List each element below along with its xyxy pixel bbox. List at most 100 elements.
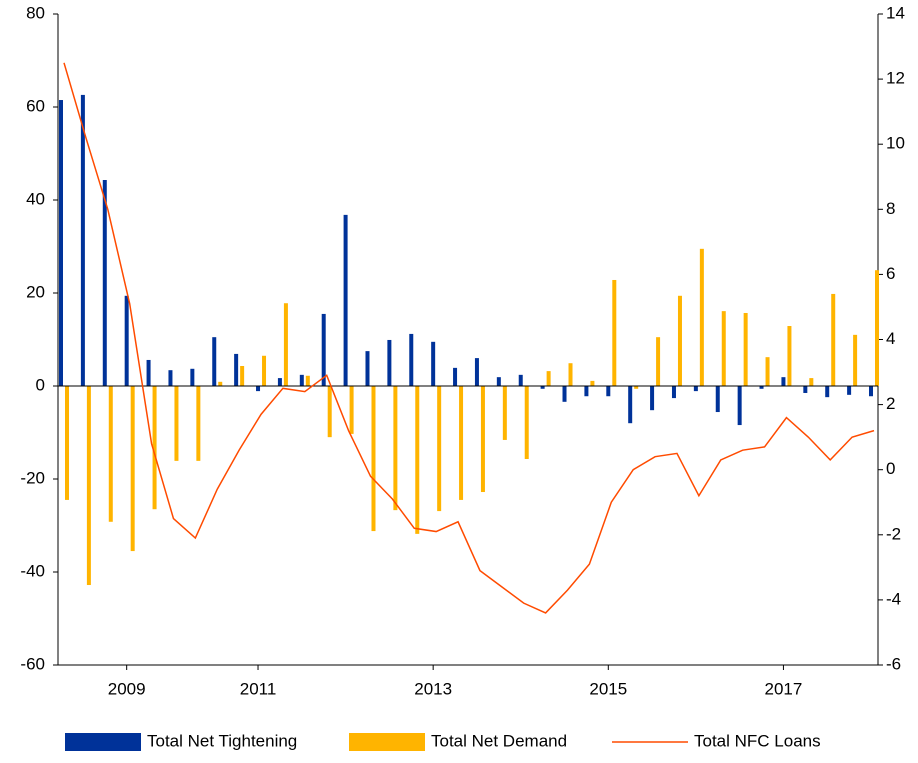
y2-tick-label: 10: [886, 134, 905, 153]
bar: [853, 334, 858, 386]
bar: [715, 386, 720, 413]
bar: [584, 386, 589, 397]
y2-tick-label: -2: [886, 524, 901, 543]
bar: [130, 386, 135, 552]
bar: [502, 386, 507, 440]
bar: [459, 386, 464, 500]
bar: [474, 358, 479, 386]
bar: [212, 337, 217, 386]
x-tick-label: 2011: [240, 679, 277, 698]
bar: [190, 368, 195, 386]
bar: [387, 339, 392, 386]
bar: [174, 386, 179, 461]
bar: [480, 386, 485, 493]
y-tick-label: -40: [20, 561, 45, 580]
legend-label: Total Net Demand: [431, 731, 567, 750]
x-tick-label: 2009: [108, 679, 146, 698]
bar: [262, 355, 267, 386]
bar: [86, 386, 91, 586]
bar: [431, 341, 436, 386]
bar: [568, 363, 573, 386]
x-tick-label: 2017: [765, 679, 803, 698]
bar: [650, 386, 655, 411]
line: [63, 62, 875, 614]
bar: [256, 386, 261, 392]
bar: [671, 386, 676, 399]
x-tick-label: 2013: [414, 679, 452, 698]
bar: [393, 386, 398, 511]
bar: [634, 386, 639, 389]
bar: [496, 377, 501, 386]
bar: [59, 100, 63, 387]
bar: [825, 386, 830, 398]
bar: [562, 386, 567, 402]
bar: [65, 386, 69, 500]
bar: [656, 337, 661, 386]
bar: [196, 386, 201, 461]
bar: [327, 386, 332, 438]
bar: [759, 386, 764, 389]
bar: [677, 295, 682, 386]
bar: [240, 366, 245, 386]
bar: [809, 378, 814, 386]
bar: [524, 386, 529, 460]
y2-tick-label: -6: [886, 654, 901, 673]
bar: [693, 386, 698, 392]
bar: [80, 94, 85, 386]
y-tick-label: 80: [26, 3, 45, 22]
y-tick-label: 60: [26, 96, 45, 115]
y2-tick-label: 2: [886, 394, 895, 413]
bar: [781, 377, 786, 386]
y-tick-label: -20: [20, 468, 45, 487]
legend-label: Total Net Tightening: [147, 731, 297, 750]
y-tick-label: -60: [20, 654, 45, 673]
legend-swatch: [65, 733, 141, 751]
bar: [415, 386, 420, 534]
bar: [349, 386, 354, 434]
y2-tick-label: 8: [886, 199, 895, 218]
bar: [612, 279, 617, 386]
bar: [146, 359, 151, 386]
x-tick-label: 2015: [589, 679, 627, 698]
bar: [787, 326, 792, 386]
bar: [518, 374, 523, 386]
bar: [218, 381, 223, 386]
legend-label: Total NFC Loans: [694, 731, 821, 750]
y-tick-label: 0: [36, 375, 45, 394]
bar: [305, 375, 310, 386]
bar: [590, 380, 595, 386]
y2-tick-label: 14: [886, 3, 905, 22]
y2-tick-label: 0: [886, 459, 895, 478]
bar: [875, 270, 879, 386]
bar: [765, 357, 770, 386]
bar: [152, 386, 157, 510]
bar: [540, 386, 545, 389]
bar: [283, 303, 288, 386]
bar: [409, 333, 414, 386]
bar: [453, 367, 458, 386]
bar: [108, 386, 113, 522]
bar: [321, 313, 326, 386]
bar: [437, 386, 442, 512]
bar: [869, 386, 873, 397]
legend-swatch: [349, 733, 425, 751]
bar: [831, 293, 836, 386]
bar: [124, 295, 129, 386]
bar: [699, 248, 704, 386]
y-tick-label: 40: [26, 189, 45, 208]
bar: [343, 214, 348, 386]
bar: [102, 180, 107, 386]
bar: [277, 378, 282, 386]
y-tick-label: 20: [26, 282, 45, 301]
bar: [299, 374, 304, 386]
bar: [628, 386, 633, 424]
y2-tick-label: 12: [886, 69, 905, 88]
bar: [721, 311, 726, 386]
y2-tick-label: 4: [886, 329, 895, 348]
y2-tick-label: 6: [886, 264, 895, 283]
bar: [606, 386, 611, 397]
bar: [803, 386, 808, 393]
bar: [737, 386, 742, 426]
bar: [847, 386, 852, 395]
